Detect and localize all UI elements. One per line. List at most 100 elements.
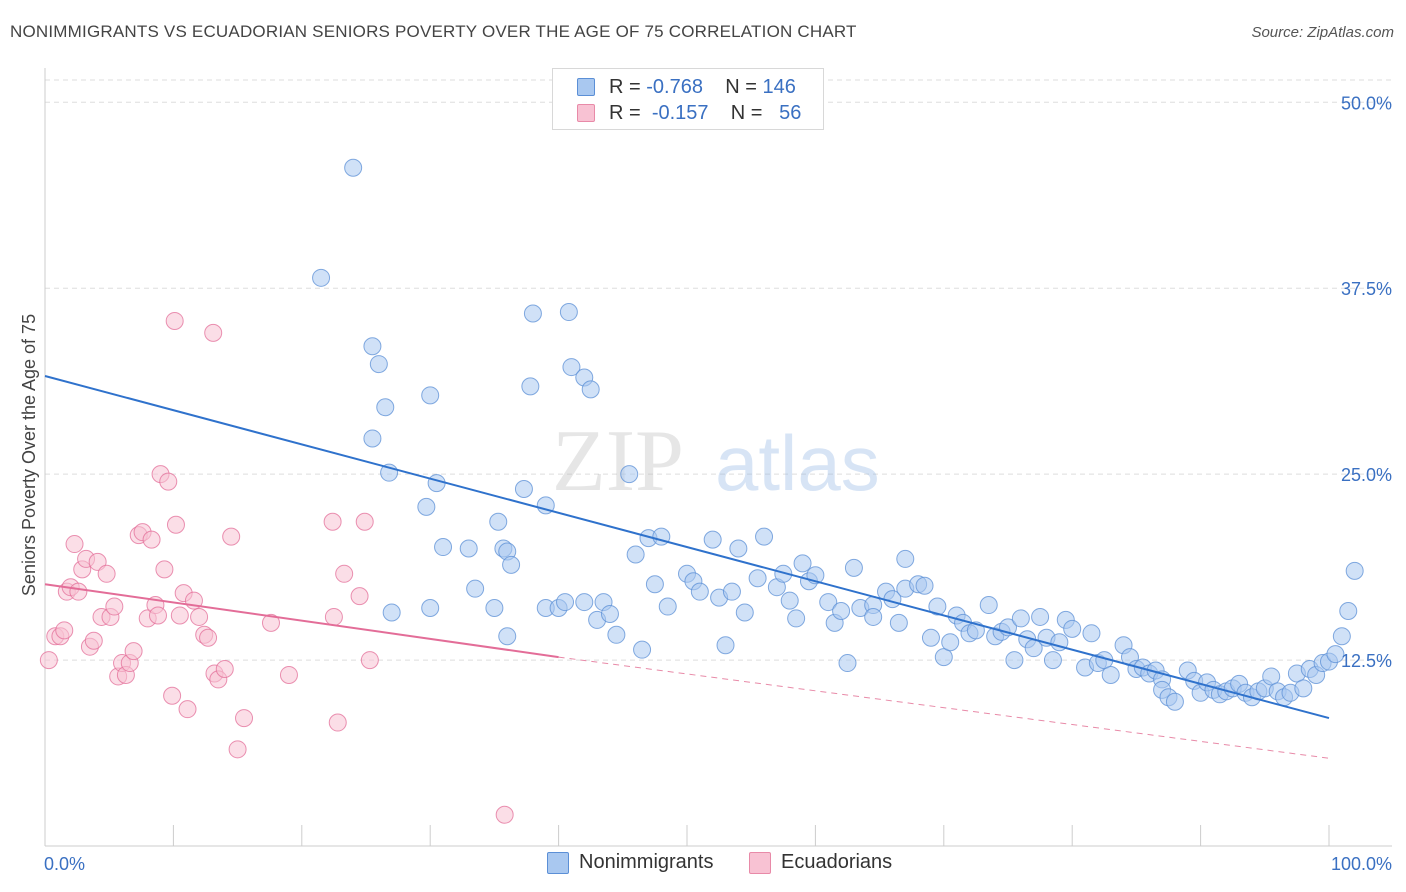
ecuadorians-point [105, 597, 124, 616]
nonimmigrants-point [514, 480, 533, 499]
nonimmigrants-point [562, 358, 581, 377]
gridlines [45, 79, 1392, 661]
nonimmigrants-point [735, 603, 754, 622]
watermark-atlas: atlas [715, 419, 880, 507]
ecuadorians-points [39, 311, 514, 824]
regression-lines [44, 375, 1330, 759]
nonimmigrants-point [369, 355, 388, 374]
ecuadorians-point [324, 607, 343, 626]
nonimmigrants-point [1332, 627, 1351, 646]
ecuadorians-trendline [44, 583, 559, 659]
y-tick-label: 12.5% [1341, 651, 1392, 671]
nonimmigrants-point [1326, 645, 1345, 664]
legend-n-label: N = [730, 101, 763, 124]
nonimmigrants-point [363, 337, 382, 356]
nonimmigrants-point [489, 512, 508, 531]
nonimmigrants-point [523, 304, 542, 323]
ecuadorians-trendline-extension [558, 656, 1330, 759]
nonimmigrants-point [459, 539, 478, 558]
ecuadorians-point [155, 560, 174, 579]
nonimmigrants-point [1262, 667, 1281, 686]
ecuadorians-point [166, 515, 185, 534]
nonimmigrants-point [832, 601, 851, 620]
legend-swatch-ecuadorians [577, 104, 595, 122]
legend-row-ecuadorians: R = -0.157 N = 56 [577, 101, 801, 125]
nonimmigrants-point [1043, 651, 1062, 670]
nonimmigrants-point [1294, 679, 1313, 698]
nonimmigrants-trendline [44, 375, 1330, 720]
ecuadorians-point [222, 527, 241, 546]
nonimmigrants-point [421, 386, 440, 405]
y-tick-label: 25.0% [1341, 465, 1392, 485]
ecuadorians-point [148, 606, 167, 625]
legend-r-label: R = [609, 75, 641, 98]
nonimmigrants-point [716, 636, 735, 655]
nonimmigrants-point [376, 398, 395, 417]
legend-swatch-nonimmigrants [577, 78, 595, 96]
nonimmigrants-point [620, 465, 639, 484]
watermark-zip: ZIP [552, 413, 684, 510]
ecuadorians-point [215, 660, 234, 679]
nonimmigrants-point [896, 549, 915, 568]
nonimmigrants-point [1082, 624, 1101, 643]
ecuadorians-point [69, 582, 88, 601]
ecuadorians-point [142, 530, 161, 549]
ecuadorians-point [355, 512, 374, 531]
nonimmigrants-point [1011, 609, 1030, 628]
series-legend-nonimmigrants: Nonimmigrants [547, 851, 713, 874]
nonimmigrants-point [819, 593, 838, 612]
nonimmigrants-point [312, 268, 331, 287]
nonimmigrants-point [941, 633, 960, 652]
nonimmigrants-point [915, 576, 934, 595]
nonimmigrants-point [363, 429, 382, 448]
nonimmigrants-point [626, 545, 645, 564]
nonimmigrants-point [521, 377, 540, 396]
ecuadorians-point [495, 805, 514, 824]
nonimmigrants-point [722, 582, 741, 601]
nonimmigrants-point [645, 575, 664, 594]
ecuadorians-point [261, 613, 280, 632]
ecuadorians-point [163, 686, 182, 705]
nonimmigrants-point [690, 582, 709, 601]
nonimmigrants-point [382, 603, 401, 622]
ecuadorians-point [178, 700, 197, 719]
nonimmigrants-point [755, 527, 774, 546]
series-legend-ecuadorians: Ecuadorians [749, 851, 892, 874]
y-tick-label: 50.0% [1341, 93, 1392, 113]
nonimmigrants-point [1345, 561, 1364, 580]
nonimmigrants-points [312, 158, 1364, 711]
x-min-label: 0.0% [44, 854, 85, 874]
series-label-nonimmigrants: Nonimmigrants [579, 851, 714, 873]
ecuadorians-point [65, 535, 84, 554]
y-tick-label: 37.5% [1341, 279, 1392, 299]
ecuadorians-point [39, 651, 58, 670]
nonimmigrants-point [729, 539, 748, 558]
ecuadorians-point [335, 564, 354, 583]
series-label-ecuadorians: Ecuadorians [781, 851, 893, 873]
nonimmigrants-point [600, 604, 619, 623]
ecuadorians-point [228, 740, 247, 759]
ecuadorians-point [55, 621, 74, 640]
ecuadorians-point [190, 607, 209, 626]
ecuadorians-point [350, 587, 369, 606]
ecuadorians-point [199, 628, 218, 647]
nonimmigrants-point [559, 303, 578, 322]
nonimmigrants-point [658, 597, 677, 616]
nonimmigrants-point [427, 474, 446, 493]
nonimmigrants-point [889, 613, 908, 632]
nonimmigrants-point [466, 579, 485, 598]
y-axis-label: Seniors Poverty Over the Age of 75 [19, 314, 39, 596]
nonimmigrants-point [344, 158, 363, 177]
legend-row-nonimmigrants: R = -0.768 N = 146 [577, 75, 796, 99]
nonimmigrants-point [928, 597, 947, 616]
nonimmigrants-point [864, 607, 883, 626]
nonimmigrants-point [498, 627, 517, 646]
nonimmigrants-point [556, 593, 575, 612]
nonimmigrants-point [793, 554, 812, 573]
nonimmigrants-point [921, 628, 940, 647]
nonimmigrants-point [780, 591, 799, 610]
legend-r-value-nonimmigrants: -0.768 [646, 75, 703, 98]
nonimmigrants-point [787, 609, 806, 628]
swatch-nonimmigrants [547, 851, 569, 874]
